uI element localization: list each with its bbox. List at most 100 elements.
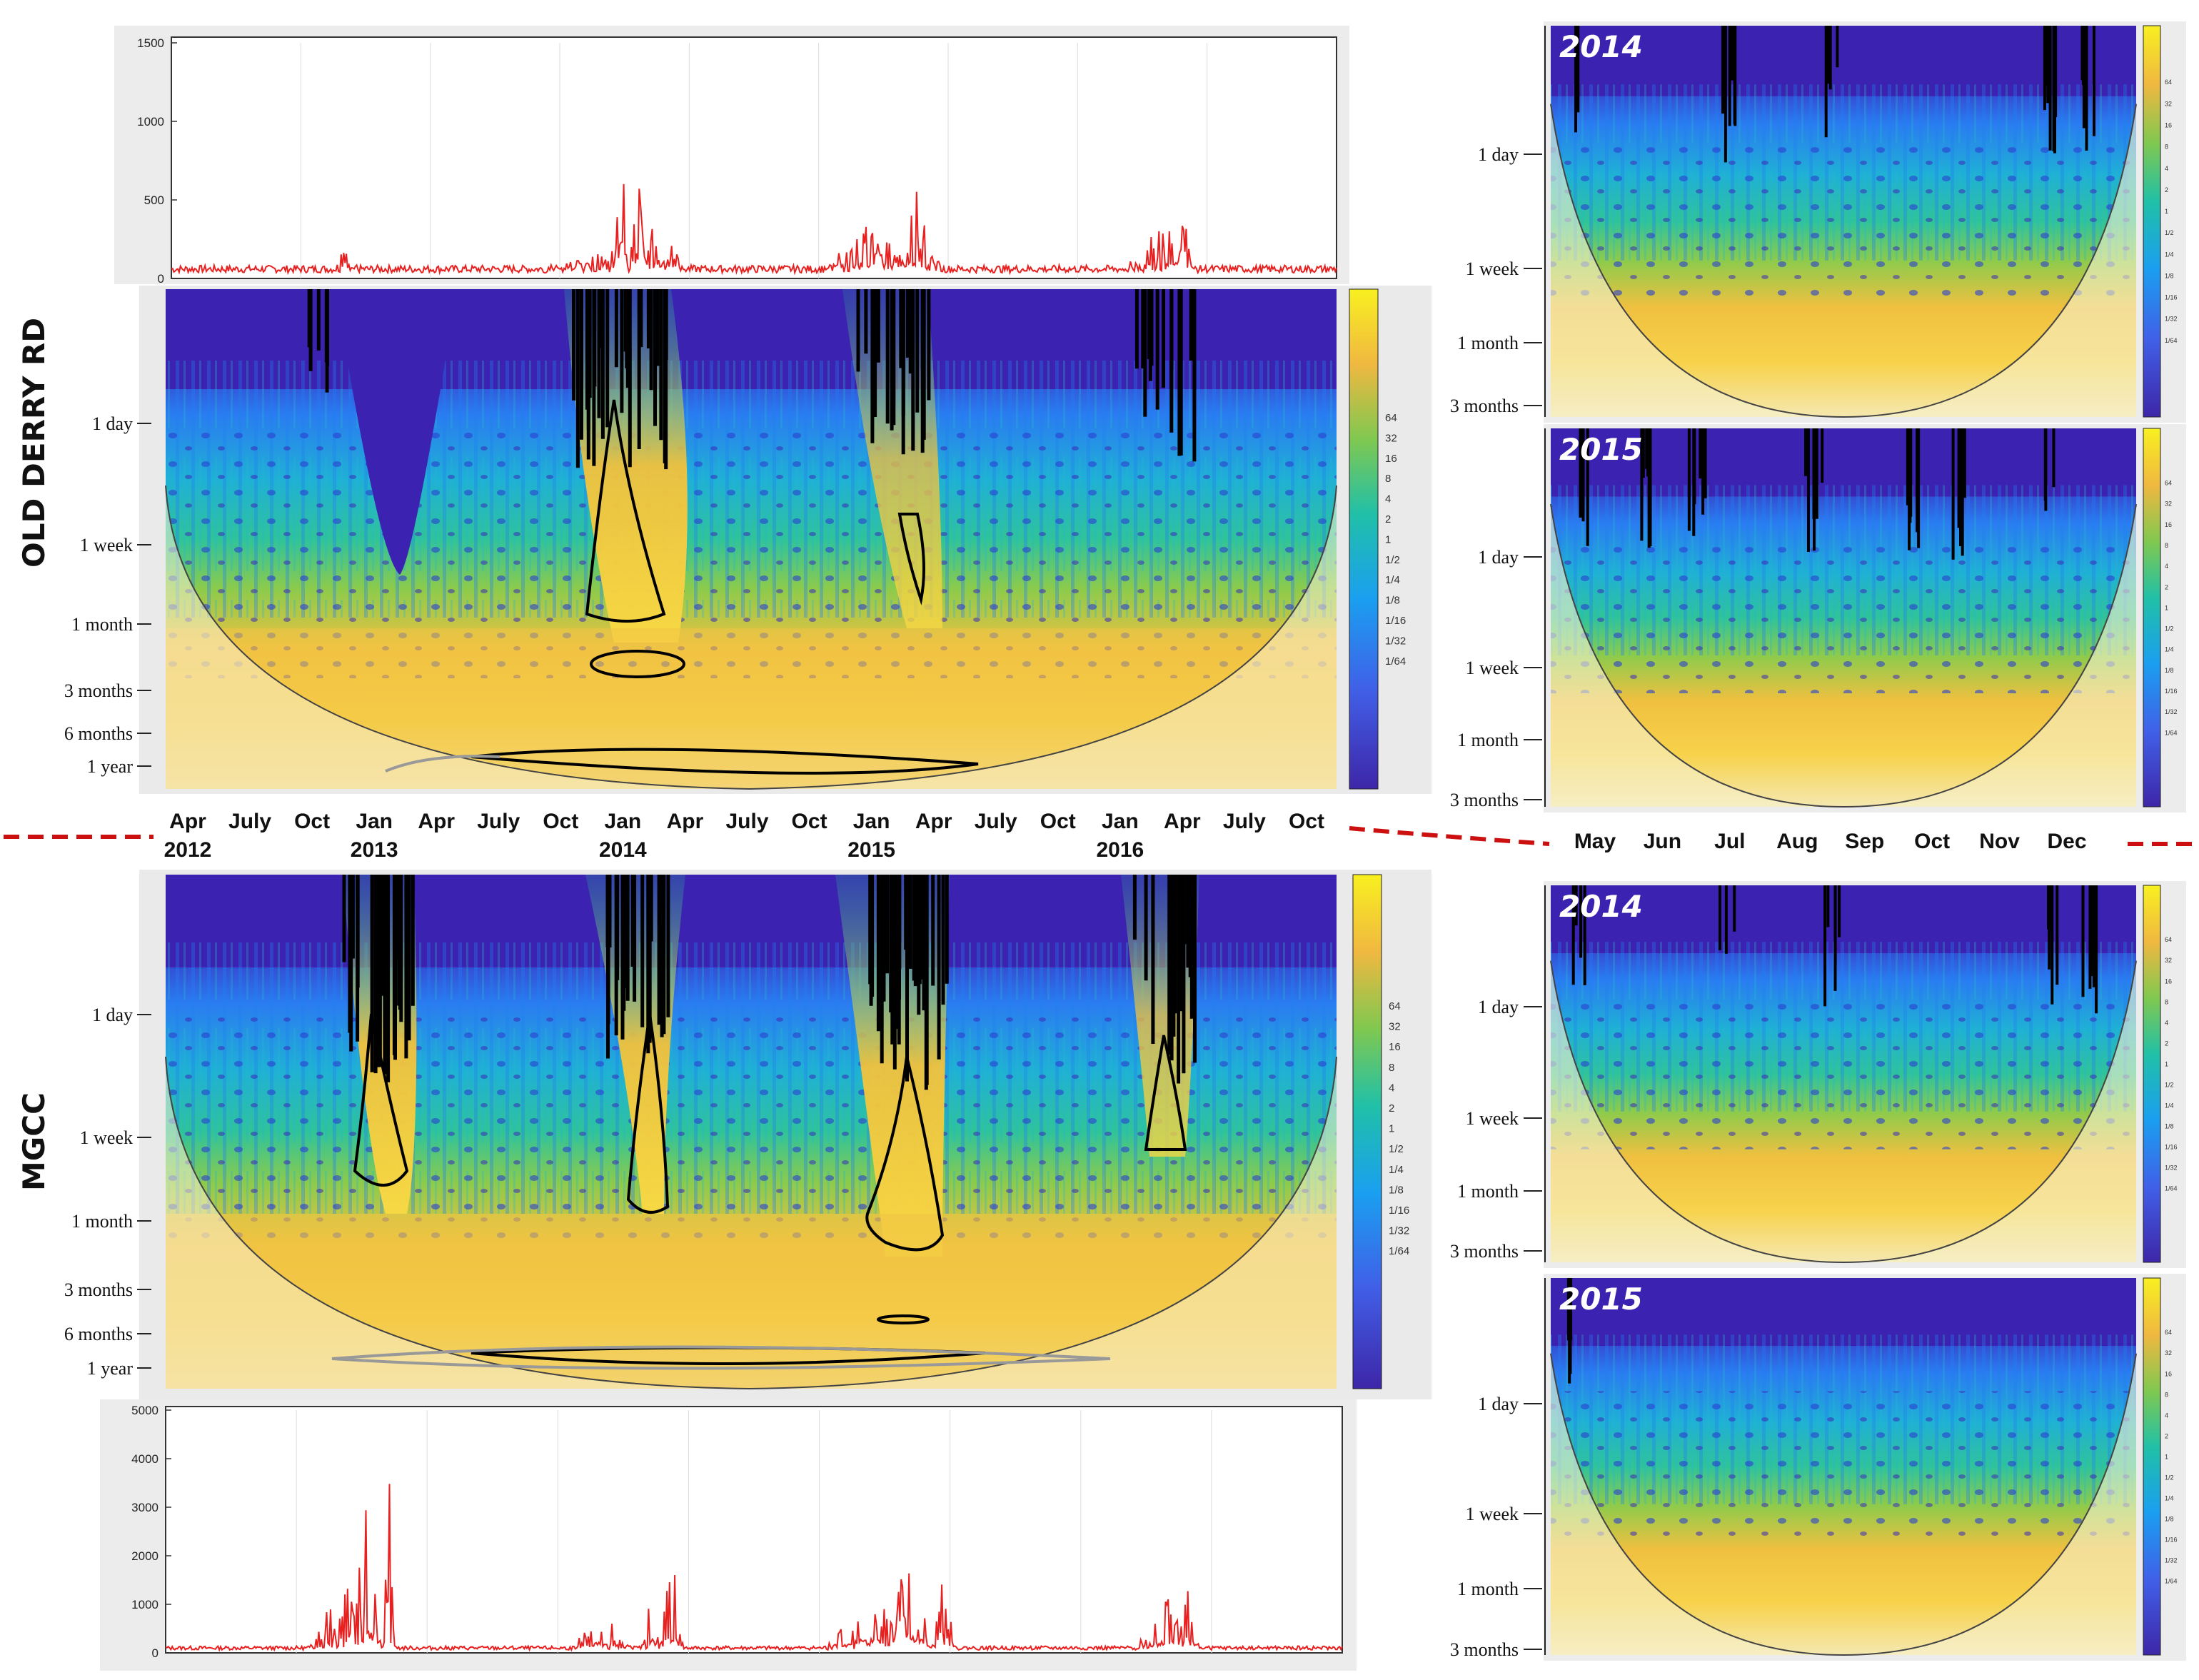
period-label: 6 months bbox=[64, 1324, 133, 1344]
x-tick-month: Jan bbox=[605, 810, 642, 833]
dot-texture bbox=[1551, 542, 2136, 693]
spectrum-small-2: 64 32 16 8 4 2 1 1/2 1/4 1/8 1/16 1/32 1/64 2015 1 day… bbox=[1450, 424, 2186, 813]
colorbar-tick-label: 64 bbox=[1389, 1000, 1401, 1012]
colorbar-tick-label: 2 bbox=[1385, 513, 1391, 525]
colorbar-tick-label: 16 bbox=[1385, 453, 1397, 465]
colorbar-tick-label: 1 bbox=[2165, 1453, 2168, 1460]
colorbar-tick-label: 1/4 bbox=[2165, 1495, 2174, 1502]
x-tick-month: July bbox=[725, 810, 768, 833]
period-label: 1 week bbox=[1466, 1108, 1519, 1129]
contour-group bbox=[1566, 1278, 1573, 1384]
colorbar-tick-label: 2 bbox=[2165, 583, 2168, 590]
colorbar-tick-label: 1/64 bbox=[2165, 337, 2178, 344]
y-tick-label: 0 bbox=[158, 272, 164, 286]
colorbar-tick-label: 4 bbox=[2165, 1019, 2168, 1026]
period-label: 3 months bbox=[1450, 1639, 1519, 1660]
y-tick-label: 0 bbox=[152, 1646, 158, 1660]
contour-group bbox=[1574, 26, 2095, 163]
spectrum-mgcc: 64 32 16 8 4 2 1 1/2 1/4 1/8 1/16 1/32 1/64 1 day 1 w… bbox=[64, 870, 1431, 1399]
x-tick-month: July bbox=[228, 810, 271, 833]
x-tick-month: July bbox=[477, 810, 520, 833]
period-label: 1 year bbox=[87, 756, 134, 777]
year-tag: 2014 bbox=[1559, 29, 1643, 64]
colorbar-tick-label: 64 bbox=[2165, 79, 2172, 86]
timeseries-mgcc: 0 1000 2000 3000 4000 5000 bbox=[100, 1399, 1357, 1671]
cone-of-influence-shade bbox=[1551, 26, 2136, 417]
colorbar-tick-label: 16 bbox=[1389, 1041, 1401, 1053]
colorbar-tick-label: 2 bbox=[2165, 1040, 2168, 1047]
colorbar-tick-label: 1/64 bbox=[2165, 729, 2178, 736]
y-tick-label: 2000 bbox=[131, 1549, 158, 1563]
colorbar-tick-label: 32 bbox=[2165, 100, 2172, 107]
x-tick-month: Apr bbox=[667, 810, 704, 833]
contour-group bbox=[1579, 428, 2055, 560]
colorbar-tick-label: 1/2 bbox=[1389, 1143, 1404, 1155]
colorbar-tick-label: 1/16 bbox=[1389, 1204, 1409, 1217]
colorbar-tick-label: 1 bbox=[2165, 208, 2168, 215]
divider-middle bbox=[1349, 826, 1550, 846]
period-label: 1 week bbox=[80, 535, 133, 555]
colorbar-tick-label: 1/32 bbox=[2165, 708, 2178, 715]
period-label: 1 day bbox=[1478, 1394, 1519, 1414]
small-x-tick: Sep bbox=[1845, 830, 1884, 853]
period-label: 3 months bbox=[1450, 1241, 1519, 1262]
x-tick-year: 2012 bbox=[164, 838, 212, 862]
period-label: 3 months bbox=[1450, 790, 1519, 810]
colorbar-tick-label: 32 bbox=[2165, 1349, 2172, 1357]
colorbar-tick-label: 64 bbox=[1385, 412, 1397, 424]
period-label: 1 month bbox=[1457, 730, 1519, 750]
main-x-axis: Apr 2012 July Oct Jan 2013 Apr July Oct Jan 2014 Ap… bbox=[164, 810, 1324, 862]
period-label: 1 day bbox=[92, 413, 133, 434]
x-tick-month: Oct bbox=[1289, 810, 1324, 833]
colorbar bbox=[2143, 1277, 2161, 1656]
colorbar-tick-label: 64 bbox=[2165, 1329, 2172, 1336]
colorbar-tick-label: 1/2 bbox=[2165, 229, 2174, 236]
colorbar-tick-label: 1/4 bbox=[2165, 646, 2174, 653]
x-tick-month: Apr bbox=[1164, 810, 1201, 833]
colorbar-tick-label: 1/16 bbox=[2165, 1536, 2178, 1544]
period-label: 1 month bbox=[1457, 333, 1519, 353]
x-tick-year: 2016 bbox=[1096, 838, 1144, 862]
colorbar-tick-label: 1/32 bbox=[2165, 316, 2178, 323]
x-tick-month: Apr bbox=[418, 810, 455, 833]
colorbar-tick-label: 1/32 bbox=[2165, 1165, 2178, 1172]
x-tick-month: Apr bbox=[169, 810, 206, 833]
x-tick-month: Oct bbox=[294, 810, 330, 833]
spectrum-small-1: 64 32 16 8 4 2 1 1/2 1/4 1/8 1/16 1/32 1/64 2014 1 day… bbox=[1450, 21, 2186, 423]
x-tick-month: July bbox=[1223, 810, 1266, 833]
colorbar-tick-label: 64 bbox=[2165, 936, 2172, 943]
x-tick-year: 2014 bbox=[599, 838, 647, 862]
old-derry-rd-discharge-line bbox=[171, 183, 1337, 276]
colorbar-tick-label: 4 bbox=[2165, 1412, 2168, 1419]
colorbar-tick-label: 1/32 bbox=[1389, 1225, 1409, 1237]
colorbar-tick-label: 1/16 bbox=[2165, 1144, 2178, 1151]
cone-of-influence-shade bbox=[1551, 1278, 2136, 1655]
spectrum-small-4: 64 32 16 8 4 2 1 1/2 1/4 1/8 1/16 1/32 1/64 2015 1 day… bbox=[1450, 1274, 2186, 1661]
period-label: 1 month bbox=[71, 1211, 133, 1232]
x-tick-month: July bbox=[975, 810, 1017, 833]
colorbar-tick-label: 1 bbox=[2165, 1060, 2168, 1067]
small-x-tick: Jul bbox=[1714, 830, 1745, 853]
colorbar bbox=[2143, 25, 2161, 418]
spectrum-old-derry-rd: 64 32 16 8 4 2 1 1/2 1/4 1/8 1/16 1/32 1/64 1 day 1 w… bbox=[64, 286, 1431, 794]
colorbar-tick-label: 16 bbox=[2165, 1370, 2172, 1377]
x-tick-month: Jan bbox=[356, 810, 393, 833]
colorbar-tick-label: 16 bbox=[2165, 521, 2172, 528]
spectrum-small-3: 64 32 16 8 4 2 1 1/2 1/4 1/8 1/16 1/32 1/64 2014 1 day… bbox=[1450, 881, 2186, 1268]
period-label: 3 months bbox=[1450, 396, 1519, 416]
colorbar-tick-label: 1/4 bbox=[2165, 251, 2174, 258]
period-label: 6 months bbox=[64, 723, 133, 744]
x-tick-month: Oct bbox=[543, 810, 578, 833]
y-tick-label: 3000 bbox=[131, 1501, 158, 1514]
colorbar-tick-label: 4 bbox=[2165, 563, 2168, 570]
colorbar bbox=[2143, 428, 2161, 808]
colorbar-tick-label: 16 bbox=[2165, 977, 2172, 985]
y-tick-label: 500 bbox=[144, 193, 164, 207]
y-tick-label: 1000 bbox=[131, 1598, 158, 1611]
y-tick-label: 1500 bbox=[137, 36, 164, 50]
colorbar-tick-label: 16 bbox=[2165, 121, 2172, 129]
x-tick-month: Jan bbox=[853, 810, 890, 833]
period-label: 3 months bbox=[64, 1279, 133, 1300]
colorbar-tick-label: 1/16 bbox=[2165, 294, 2178, 301]
